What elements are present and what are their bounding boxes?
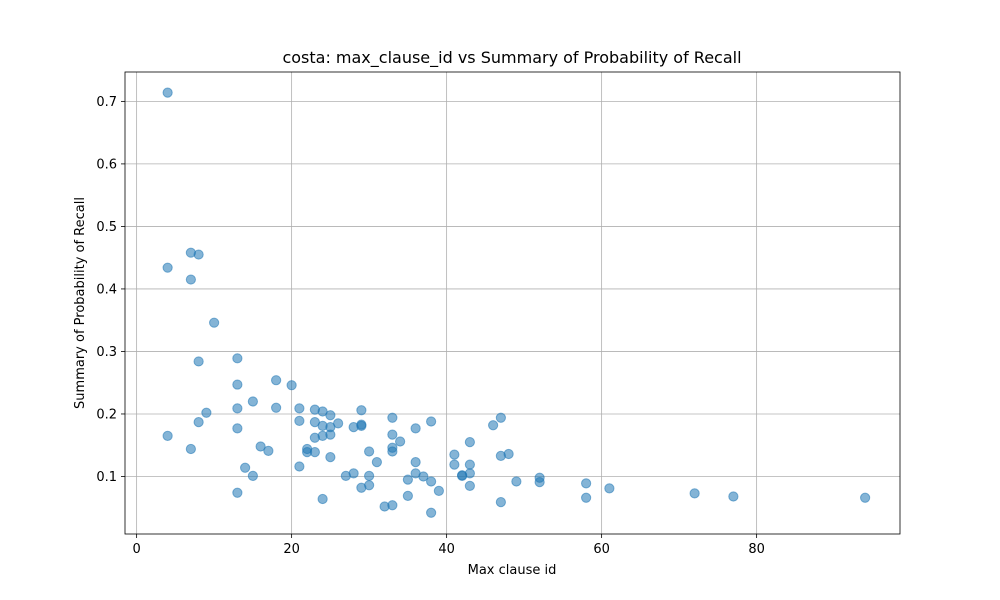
- scatter-point: [364, 446, 375, 457]
- scatter-point: [728, 491, 739, 502]
- scatter-point: [488, 420, 499, 431]
- scatter-point: [426, 476, 437, 487]
- scatter-point: [395, 436, 406, 447]
- data-points: [162, 87, 871, 518]
- y-axis-ticks: 0.1 0.2 0.3 0.4 0.5 0.6 0.7: [96, 95, 125, 485]
- scatter-point: [333, 418, 344, 429]
- scatter-point: [433, 485, 444, 496]
- scatter-point: [464, 468, 475, 479]
- x-tick-label: 0: [132, 542, 140, 557]
- scatter-point: [464, 437, 475, 448]
- scatter-point: [201, 407, 212, 418]
- scatter-point: [247, 396, 258, 407]
- scatter-point: [325, 429, 336, 440]
- scatter-point: [271, 375, 282, 386]
- y-tick-label: 0.4: [96, 282, 117, 297]
- scatter-point: [356, 405, 367, 416]
- x-tick-label: 60: [593, 542, 610, 557]
- y-tick-label: 0.6: [96, 157, 117, 172]
- y-axis-title: Summary of Probability of Recall: [73, 197, 88, 409]
- scatter-point: [193, 416, 204, 428]
- scatter-point: [410, 457, 421, 468]
- scatter-point: [581, 478, 592, 489]
- x-axis-title: Max clause id: [468, 563, 557, 578]
- scatter-point: [232, 403, 243, 414]
- scatter-point: [495, 412, 506, 423]
- scatter-point: [860, 492, 871, 503]
- scatter-point: [402, 490, 413, 501]
- scatter-point: [402, 474, 413, 485]
- scatter-point: [185, 274, 196, 285]
- scatter-point: [294, 403, 305, 414]
- x-axis-ticks: 0 20 40 60 80: [132, 534, 765, 557]
- scatter-point: [271, 402, 282, 413]
- scatter-point: [325, 452, 336, 463]
- scatter-point: [193, 249, 204, 260]
- chart-title: costa: max_clause_id vs Summary of Proba…: [282, 48, 741, 68]
- scatter-point: [162, 87, 173, 98]
- scatter-point: [232, 423, 243, 434]
- scatter-point: [232, 379, 243, 390]
- scatter-point: [426, 507, 437, 518]
- x-tick-label: 40: [438, 542, 455, 557]
- scatter-point: [604, 483, 615, 494]
- scatter-point: [185, 443, 196, 455]
- scatter-point: [317, 493, 328, 505]
- scatter-point: [689, 488, 700, 499]
- scatter-point: [410, 423, 421, 434]
- scatter-point: [232, 487, 243, 498]
- y-tick-label: 0.7: [96, 95, 117, 110]
- x-tick-label: 80: [748, 542, 765, 557]
- scatter-point: [495, 497, 506, 508]
- scatter-point: [193, 356, 204, 367]
- scatter-point: [581, 492, 592, 503]
- scatter-point: [449, 449, 460, 460]
- scatter-point: [464, 459, 475, 470]
- scatter-point: [263, 445, 274, 456]
- scatter-point: [247, 470, 258, 481]
- scatter-point: [255, 441, 266, 452]
- scatter-point: [503, 448, 514, 460]
- scatter-point: [387, 429, 398, 440]
- scatter-point: [418, 471, 429, 482]
- scatter-point: [387, 446, 398, 457]
- scatter-point: [348, 468, 359, 479]
- scatter-point: [387, 500, 398, 511]
- x-tick-label: 20: [283, 542, 300, 557]
- scatter-point: [294, 415, 305, 426]
- scatter-point: [464, 480, 475, 491]
- y-tick-label: 0.3: [96, 345, 117, 360]
- scatter-point: [232, 353, 243, 364]
- y-tick-label: 0.5: [96, 220, 117, 235]
- scatter-point: [286, 380, 297, 391]
- scatter-point: [162, 262, 173, 273]
- scatter-point: [534, 477, 545, 488]
- scatter-point: [449, 459, 460, 470]
- plot-frame: [124, 71, 901, 535]
- scatter-point: [356, 420, 367, 431]
- scatter-point: [364, 480, 375, 491]
- scatter-point: [511, 476, 522, 487]
- scatter-point: [240, 462, 251, 473]
- scatter-point: [387, 412, 398, 423]
- y-tick-label: 0.2: [96, 407, 117, 422]
- scatter-point: [309, 447, 320, 458]
- scatter-point: [209, 317, 220, 328]
- scatter-point: [426, 416, 437, 427]
- scatter-point: [364, 470, 375, 481]
- scatter-point: [294, 461, 305, 472]
- scatter-point: [371, 457, 382, 468]
- y-tick-label: 0.1: [96, 470, 117, 485]
- scatter-point: [325, 410, 336, 421]
- scatter-point: [162, 430, 173, 441]
